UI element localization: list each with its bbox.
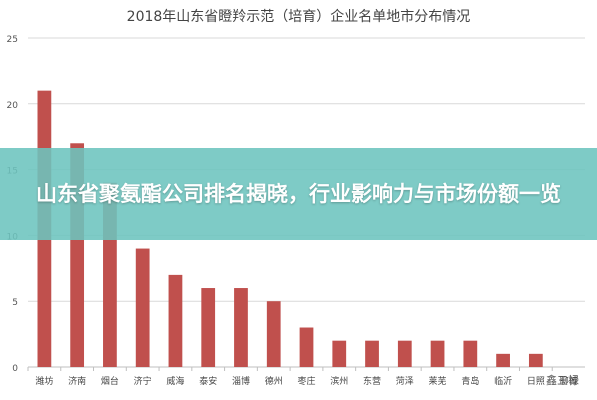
x-tick-label: 威海 — [166, 375, 184, 387]
bar-12 — [397, 340, 412, 367]
bar-11 — [365, 340, 379, 367]
y-tick-label: 5 — [12, 298, 18, 308]
x-tick-label: 潍坊 — [35, 375, 53, 387]
source-watermark: 鑫三禄 — [546, 374, 579, 387]
x-tick-label: 菏泽 — [396, 376, 414, 387]
x-tick-label: 烟台 — [101, 375, 119, 387]
bar-7 — [234, 288, 248, 367]
y-tick-label: 25 — [7, 35, 18, 45]
bar-13 — [430, 340, 445, 367]
x-tick-label: 德州 — [265, 375, 283, 387]
bar-4 — [135, 248, 150, 367]
bar-5 — [168, 274, 183, 367]
y-tick-label: 0 — [12, 364, 18, 374]
x-tick-label: 聊城 — [560, 375, 578, 387]
bar-8 — [266, 301, 281, 367]
x-tick-label: 济宁 — [134, 375, 152, 387]
x-tick-label: 莱芜 — [429, 375, 447, 387]
x-tick-label: 枣庄 — [297, 375, 315, 387]
y-tick-label: 20 — [7, 101, 19, 111]
x-tick-label: 淄博 — [232, 375, 250, 387]
bar-15 — [496, 353, 510, 367]
x-tick-label: 日照 — [527, 376, 545, 387]
x-tick-label: 济南 — [68, 375, 86, 387]
headline-text: 山东省聚氨酯公司排名揭晓，行业影响力与市场份额一览 — [36, 182, 561, 206]
chart-title: 2018年山东省瞪羚示范（培育）企业名单地市分布情况 — [126, 9, 471, 25]
bar-6 — [201, 288, 216, 367]
bar-14 — [463, 340, 478, 367]
bar-16 — [528, 353, 543, 367]
x-tick-label: 滨州 — [330, 375, 348, 387]
x-tick-label: 泰安 — [199, 375, 217, 387]
headline-banner: 山东省聚氨酯公司排名揭晓，行业影响力与市场份额一览 — [0, 148, 597, 240]
bar-10 — [332, 340, 347, 367]
x-tick-label: 青岛 — [461, 375, 479, 387]
x-tick-label: 临沂 — [494, 375, 512, 387]
bar-9 — [299, 327, 314, 367]
x-tick-label: 东营 — [363, 375, 381, 387]
